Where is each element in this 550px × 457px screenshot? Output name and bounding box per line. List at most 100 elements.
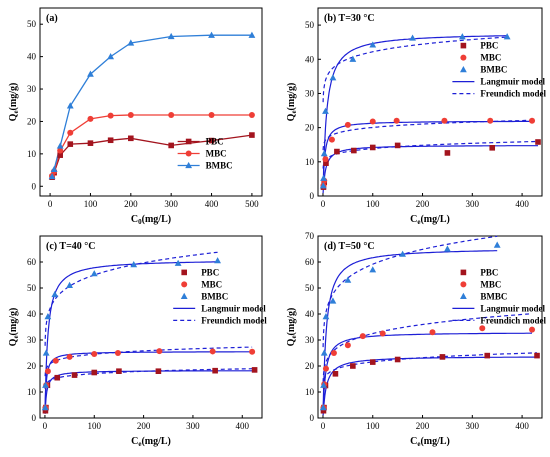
x-tick-label: 400 (515, 421, 529, 431)
legend-marker-bmbc (460, 292, 467, 299)
data-point-bmbc (44, 313, 52, 320)
chart-panel-3: 0 100 200 300 400 0 10 20 30 40 50 60 Ce(mg/L) Qe(mg/… (8, 235, 267, 448)
legend: PBC MBC BMBC Langmuir model Freundich model (452, 41, 546, 99)
plot-frame (317, 7, 543, 197)
legend-marker-mbc (181, 281, 188, 288)
legend-entry-pbc: PBC (206, 136, 224, 146)
data-point-mbc (127, 111, 134, 118)
data-point-pbc (67, 141, 74, 147)
y-tick-label: 0 (32, 413, 37, 423)
data-point-mbc (487, 117, 494, 124)
x-tick-label: 200 (137, 421, 151, 431)
y-tick-label: 0 (310, 191, 315, 201)
freundlich-curve-bmbc (322, 235, 498, 348)
freundlich-curve-pbc (322, 140, 538, 169)
legend-marker-mbc (460, 281, 467, 288)
data-point-bmbc (66, 102, 74, 109)
legend-entry-pbc: PBC (201, 267, 219, 277)
data-point-mbc (87, 115, 94, 122)
x-tick-label: 500 (245, 199, 259, 209)
y-tick-label: 10 (305, 387, 315, 397)
data-point-bmbc (167, 32, 175, 40)
y-tick-label: 20 (27, 361, 37, 371)
plot-frame (39, 7, 263, 197)
series-line-bmbc (51, 34, 252, 177)
y-tick-label: 10 (27, 387, 37, 397)
legend-marker-bmbc (460, 66, 467, 73)
x-axis-label: Ce(mg/L) (131, 436, 171, 448)
y-tick-label: 30 (305, 335, 315, 345)
y-tick-label: 50 (27, 19, 37, 29)
panel-label: (c) T=40 °C (46, 241, 96, 252)
legend-marker-pbc (460, 42, 467, 49)
x-tick-label: 200 (124, 199, 138, 209)
legend-entry-langmuir: Langmuir model (480, 303, 545, 313)
legend-entry-pbc: PBC (480, 267, 498, 277)
data-point-mbc (168, 111, 175, 118)
data-point-pbc (484, 352, 491, 359)
data-point-mbc (322, 156, 329, 163)
legend-entry-freundlich: Freundich model (480, 315, 546, 325)
data-point-bmbc (320, 150, 328, 157)
x-tick-label: 200 (416, 199, 430, 209)
langmuir-curve-bmbc (44, 261, 218, 410)
data-point-bmbc (458, 33, 466, 40)
y-tick-label: 40 (27, 52, 37, 62)
data-point-mbc (248, 111, 255, 118)
legend-entry-bmbc: BMBC (206, 160, 233, 170)
legend-entry-bmbc: BMBC (480, 65, 507, 75)
data-point-bmbc (130, 261, 138, 268)
legend-marker-pbc (181, 269, 187, 276)
data-point-mbc (344, 342, 351, 349)
x-tick-label: 100 (366, 421, 380, 431)
data-point-mbc (529, 326, 536, 333)
data-point-bmbc (248, 31, 256, 38)
y-tick-label: 20 (27, 116, 37, 126)
data-point-pbc (369, 359, 376, 365)
x-tick-label: 200 (416, 421, 430, 431)
data-point-bmbc (51, 290, 59, 298)
data-point-mbc (209, 348, 216, 355)
data-point-pbc (251, 367, 258, 373)
y-axis-label: Qe(mg/g) (286, 83, 298, 122)
data-point-pbc (128, 135, 134, 142)
data-point-pbc (168, 142, 174, 149)
x-tick-label: 100 (366, 199, 380, 209)
langmuir-curve-mbc (322, 332, 532, 414)
data-point-mbc (52, 357, 59, 364)
data-point-pbc (351, 147, 357, 154)
data-point-bmbc (66, 281, 73, 288)
y-axis-label: Qe(mg/g) (8, 83, 20, 122)
x-axis-label: Ce(mg/L) (410, 436, 450, 448)
data-point-pbc (208, 137, 215, 144)
plot-frame (317, 235, 543, 419)
legend: PBC MBC BMBC Langmuir model Freundich model (173, 267, 267, 325)
y-tick-label: 40 (305, 54, 315, 64)
freundlich-curve-mbc (322, 119, 533, 151)
data-point-pbc (534, 352, 540, 359)
data-point-pbc (57, 152, 63, 158)
data-point-mbc (393, 117, 400, 124)
y-tick-label: 40 (27, 309, 37, 319)
data-point-bmbc (87, 70, 94, 77)
data-point-bmbc (399, 250, 407, 257)
x-tick-label: 0 (43, 421, 48, 431)
data-point-bmbc (320, 349, 328, 356)
data-point-pbc (155, 368, 162, 374)
panel-label: (a) (46, 13, 58, 24)
data-point-mbc (44, 368, 51, 375)
legend-entry-langmuir: Langmuir model (480, 77, 545, 87)
data-point-pbc (249, 132, 255, 138)
y-axis-label: Qe(mg/g) (286, 308, 298, 347)
legend-entry-mbc: MBC (201, 279, 222, 289)
data-point-bmbc (369, 266, 377, 273)
legend-marker-bmbc (180, 292, 188, 299)
data-point-bmbc (329, 74, 337, 81)
data-point-pbc (535, 139, 541, 145)
langmuir-curve-mbc (322, 120, 532, 190)
langmuir-curve-mbc (44, 351, 253, 411)
chart-panel-1: 0 100 200 300 400 500 0 10 20 30 40 50 C0(mg/L) Qe(mg… (8, 7, 263, 226)
y-tick-label: 30 (27, 84, 37, 94)
x-tick-label: 0 (321, 421, 326, 431)
